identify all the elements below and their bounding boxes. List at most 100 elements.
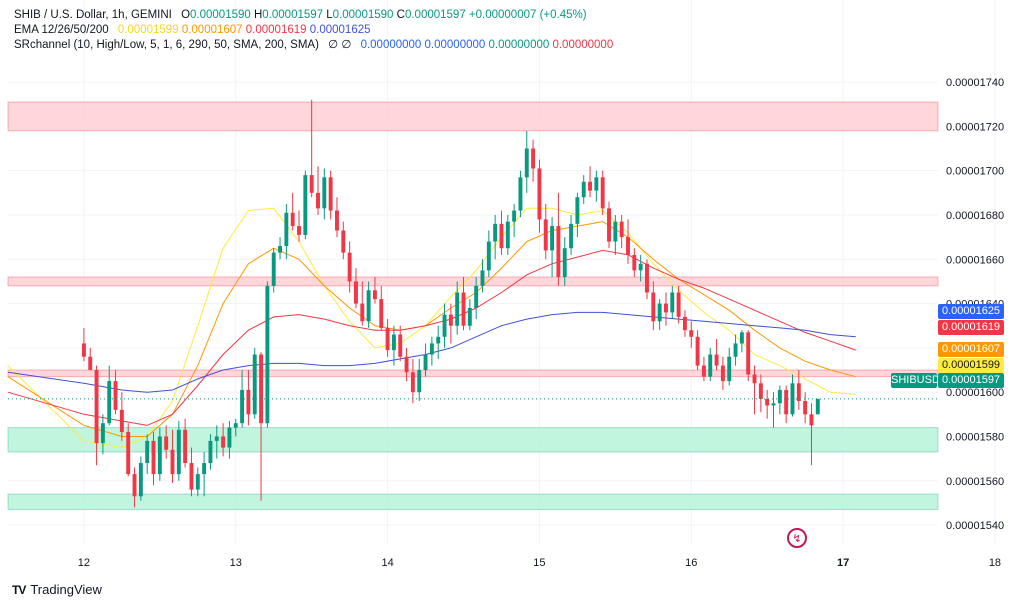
candle-down xyxy=(752,374,757,384)
y-tick-label: 0.00001540 xyxy=(946,520,1004,532)
candle-down xyxy=(316,192,320,209)
candle-down xyxy=(556,226,561,277)
candle-down xyxy=(398,334,403,357)
candle-down xyxy=(784,389,789,415)
candle-up xyxy=(227,427,232,448)
x-axis[interactable]: 12 13 14 15 16 17 18 xyxy=(78,557,1001,569)
candle-down xyxy=(360,303,365,322)
x-tick-label: 14 xyxy=(381,557,393,569)
x-tick-label: 13 xyxy=(230,557,242,569)
candle-down xyxy=(335,210,339,231)
candle-down xyxy=(663,303,668,313)
candle-up xyxy=(138,463,143,497)
candle-down xyxy=(803,401,808,415)
candle-down xyxy=(151,440,156,475)
candle-down xyxy=(410,372,415,393)
candle-down xyxy=(119,409,124,433)
candle-up xyxy=(391,334,396,351)
ema50-price-tag: 0.00001619 xyxy=(938,320,1004,335)
candle-up xyxy=(417,370,422,393)
candle-up xyxy=(815,398,820,415)
candle-down xyxy=(246,389,251,415)
tradingview-watermark[interactable]: TV TradingView xyxy=(12,582,102,597)
candle-down xyxy=(328,177,333,211)
y-tick-label: 0.00001740 xyxy=(946,77,1004,89)
fire-icon[interactable]: ↯ xyxy=(787,528,807,548)
candle-up xyxy=(505,221,510,249)
open-label: O xyxy=(181,9,191,21)
candle-up xyxy=(771,403,776,406)
green-zone xyxy=(7,493,939,511)
sr-value-4: 0.00000000 xyxy=(552,39,614,51)
candle-up xyxy=(208,440,213,464)
candle-down xyxy=(765,398,770,406)
candle-up xyxy=(252,354,257,415)
candle-down xyxy=(499,223,504,249)
y-tick-label: 0.00001720 xyxy=(946,121,1004,133)
candle-down xyxy=(758,383,763,399)
candle-down xyxy=(461,292,466,326)
candle-up xyxy=(176,429,181,475)
tradingview-logo: TV xyxy=(12,582,26,597)
ema-line xyxy=(7,207,856,449)
candle-up xyxy=(569,223,574,249)
candle-down xyxy=(259,354,264,424)
candle-down xyxy=(695,336,700,366)
candle-up xyxy=(727,356,732,382)
candle-down xyxy=(347,252,352,282)
candle-up xyxy=(423,354,428,371)
candle-down xyxy=(297,226,301,235)
candle-down xyxy=(113,381,118,410)
candle-up xyxy=(284,212,289,246)
close-value: 0.00001597 xyxy=(404,9,466,21)
legend-sr-row[interactable]: SRchannel (10, High/Low, 5, 1, 6, 290, 5… xyxy=(14,38,613,53)
x-tick-label: 12 xyxy=(78,557,90,569)
y-tick-label: 0.00001580 xyxy=(946,431,1004,443)
candle-up xyxy=(575,197,580,224)
sr-value-1: 0.00000000 xyxy=(360,39,422,51)
candle-down xyxy=(682,316,687,331)
candle-down xyxy=(720,365,725,382)
candle-down xyxy=(626,237,630,255)
candle-up xyxy=(739,332,744,344)
candle-up xyxy=(233,423,238,428)
candle-down xyxy=(353,281,358,304)
candle-down xyxy=(689,330,694,337)
candle-up xyxy=(107,381,112,424)
candle-down xyxy=(607,208,611,242)
candle-up xyxy=(524,148,529,178)
green-zone xyxy=(7,427,939,453)
ema-lines xyxy=(7,207,856,449)
candle-up xyxy=(157,436,162,475)
candle-up xyxy=(613,221,618,242)
candle-down xyxy=(385,327,390,351)
y-tick-label: 0.00001600 xyxy=(946,387,1004,399)
legend-ema-row[interactable]: EMA 12/26/50/200 0.00001599 0.00001607 0… xyxy=(14,23,613,38)
candle-down xyxy=(221,436,226,448)
y-tick-label: 0.00001560 xyxy=(946,476,1004,488)
red-zone xyxy=(7,276,939,287)
candle-up xyxy=(429,343,434,355)
candle-up xyxy=(493,223,498,242)
x-tick-label: 18 xyxy=(989,557,1001,569)
candle-down xyxy=(531,148,536,169)
sr-zones xyxy=(7,101,939,511)
candle-up xyxy=(442,314,447,337)
candle-up xyxy=(708,354,713,377)
grid xyxy=(8,0,996,545)
high-label: H xyxy=(253,9,263,21)
candle-down xyxy=(600,177,605,209)
candle-up xyxy=(594,177,599,191)
ema200-price-tag: 0.00001625 xyxy=(938,304,1004,319)
candle-down xyxy=(309,175,314,193)
ema-line xyxy=(7,311,856,393)
candle-up xyxy=(562,248,567,277)
candle-down xyxy=(701,365,706,377)
last-price-tag: 0.00001597 xyxy=(938,373,1004,388)
candle-up xyxy=(657,303,662,322)
candle-down xyxy=(88,356,93,371)
candle-up xyxy=(670,292,675,313)
ema50-value: 0.00001619 xyxy=(245,24,307,36)
symbol-title[interactable]: SHIB / U.S. Dollar, 1h, GEMINI xyxy=(14,9,172,21)
